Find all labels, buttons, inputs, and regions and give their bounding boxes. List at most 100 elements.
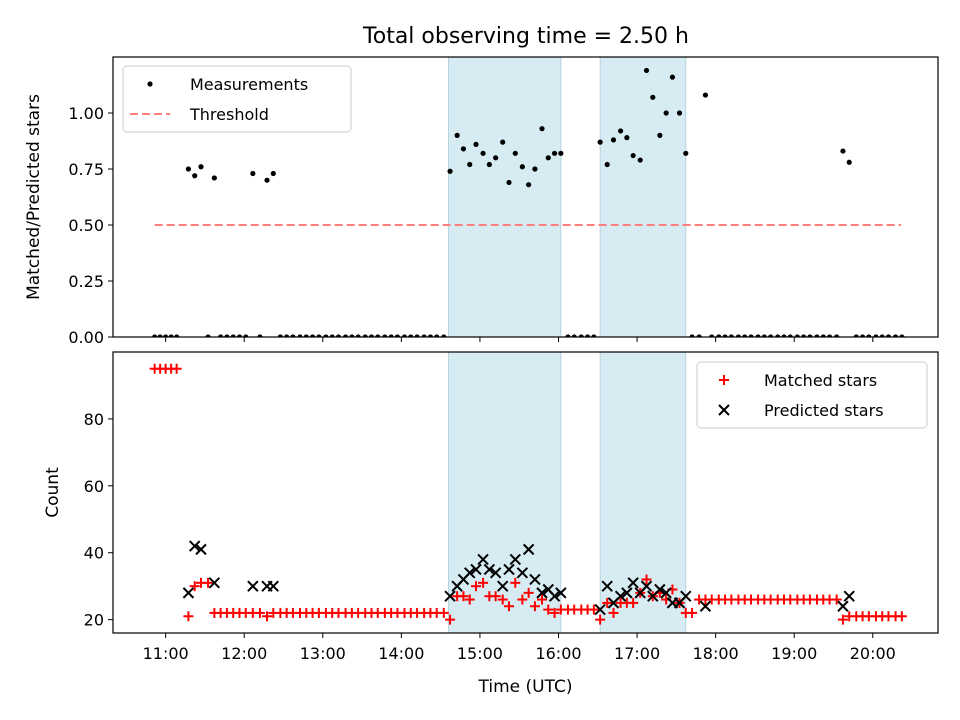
measurement-point — [335, 334, 342, 337]
measurement-point — [454, 132, 460, 138]
measurement-point — [168, 334, 174, 337]
measurement-point — [414, 334, 420, 337]
measurement-point — [840, 148, 846, 154]
predicted-marker-b — [614, 590, 627, 602]
predicted-marker-b — [627, 577, 639, 589]
legend: Matched stars Predicted stars — [696, 361, 928, 429]
measurement-point — [571, 334, 577, 337]
predicted-marker-b — [509, 553, 521, 566]
predicted-star-marker — [267, 580, 279, 592]
measurement-point — [578, 334, 584, 337]
measurement-point — [192, 173, 198, 179]
measurement-point — [748, 334, 754, 337]
x-tick-label: 12:00 — [221, 644, 267, 663]
measurement-point — [427, 334, 434, 337]
legend-label: Predicted stars — [764, 401, 884, 420]
predicted-star-marker — [536, 587, 548, 599]
x-tick-label: 11:00 — [143, 644, 189, 663]
measurement-point — [303, 334, 309, 337]
measurement-point — [696, 334, 702, 337]
matched-star-marker — [471, 581, 481, 592]
measurement-point — [820, 334, 826, 337]
x-axis-label: Time (UTC) — [478, 677, 573, 697]
measurement-point — [401, 334, 408, 337]
measurement-point — [597, 139, 603, 145]
predicted-star-marker — [470, 563, 482, 576]
chart-title: Total observing time = 2.50 h — [362, 24, 689, 49]
predicted-marker-b — [497, 580, 509, 592]
matched-star-marker — [510, 577, 521, 588]
predicted-marker-b — [529, 573, 541, 586]
measurement-point — [408, 334, 414, 337]
measurement-point — [284, 334, 290, 337]
matched-star-marker — [628, 597, 639, 608]
matched-star-marker — [254, 607, 265, 618]
y-tick-label: 0.25 — [68, 272, 104, 291]
measurement-point — [676, 110, 683, 116]
measurement-point — [663, 110, 669, 116]
x-tick-label: 16:00 — [535, 644, 581, 663]
predicted-star-marker — [529, 573, 541, 586]
x-tick-label: 19:00 — [771, 644, 817, 663]
predicted-star-marker — [208, 577, 221, 589]
measurement-point — [316, 334, 322, 337]
plot-area — [149, 363, 907, 625]
predicted-star-marker — [503, 563, 515, 576]
predicted-star-marker — [247, 580, 259, 592]
measurement-point — [480, 150, 486, 156]
measurement-point — [657, 132, 663, 138]
matched-star-marker — [189, 581, 200, 592]
matched-star-marker — [537, 594, 547, 605]
measurement-point — [152, 334, 158, 337]
predicted-star-marker — [464, 567, 476, 579]
measurement-point — [506, 179, 512, 186]
predicted-marker-b — [489, 567, 502, 579]
measurement-point — [270, 170, 276, 177]
measurement-point — [257, 334, 263, 337]
measurement-point — [342, 334, 349, 337]
predicted-star-marker — [627, 577, 639, 589]
measurement-point — [526, 182, 532, 188]
measurement-point — [650, 94, 656, 100]
predicted-marker-b — [548, 590, 561, 602]
predicted-star-marker — [640, 580, 653, 592]
measurement-point — [368, 334, 375, 337]
predicted-star-marker — [594, 603, 606, 616]
predicted-marker-b — [195, 543, 207, 556]
predicted-marker-b — [542, 583, 554, 596]
observing-window-span — [448, 56, 562, 338]
measurement-point — [277, 334, 283, 337]
predicted-marker-b — [516, 567, 529, 579]
measurement-point — [532, 166, 538, 172]
predicted-star-marker — [621, 587, 633, 599]
matched-star-marker — [549, 607, 560, 618]
y-tick-label: 60 — [84, 477, 104, 496]
matched-star-marker — [445, 614, 456, 625]
predicted-marker-b — [189, 540, 201, 552]
predicted-marker-b — [464, 567, 476, 579]
measurement-point — [683, 150, 689, 156]
x-tick-label: 13:00 — [300, 644, 346, 663]
predicted-star-marker — [516, 567, 529, 579]
measurement-point — [755, 334, 761, 337]
predicted-marker-b — [837, 600, 849, 612]
predicted-star-marker — [483, 563, 496, 576]
measurement-point — [163, 334, 169, 337]
measurement-point — [500, 139, 506, 145]
predicted-star-marker — [489, 567, 502, 579]
predicted-marker-b — [483, 563, 496, 576]
measurement-point — [473, 141, 479, 147]
matched-star-marker — [687, 607, 698, 618]
predicted-marker-b — [660, 587, 672, 599]
measurement-point — [787, 334, 793, 337]
measurement-point — [264, 177, 270, 183]
matched-star-marker — [504, 601, 514, 612]
measurement-point — [873, 334, 879, 337]
measurement-point — [211, 175, 217, 181]
measurement-point — [853, 334, 859, 337]
legend-marker-predicted-b — [718, 404, 730, 416]
measurement-point — [558, 150, 564, 156]
measurement-point — [185, 166, 192, 172]
axes-frame — [112, 351, 939, 634]
predicted-marker-b — [654, 583, 666, 596]
